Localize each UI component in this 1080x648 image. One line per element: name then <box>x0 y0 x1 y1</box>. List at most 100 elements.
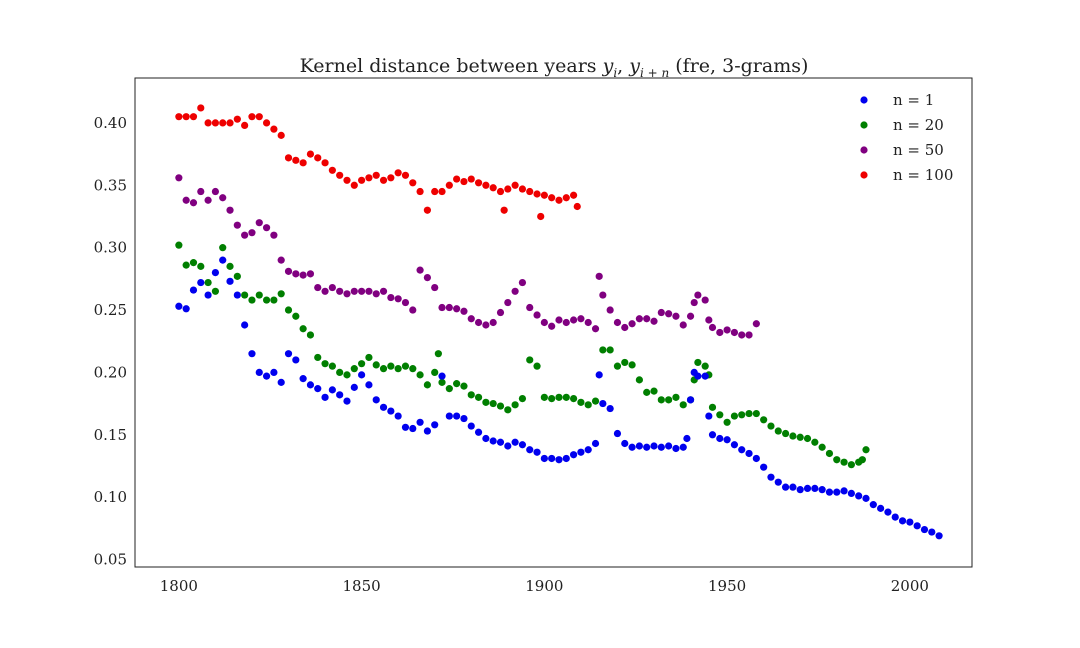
data-point <box>372 171 380 179</box>
data-point <box>833 456 841 464</box>
data-point <box>730 412 739 420</box>
data-point <box>292 356 300 364</box>
data-point <box>482 321 490 329</box>
y-tick-label: 0.25 <box>94 301 127 319</box>
data-point <box>504 185 512 193</box>
x-tick-label: 1950 <box>708 577 746 595</box>
data-point <box>219 119 227 127</box>
data-point <box>299 325 307 333</box>
data-point <box>262 224 271 232</box>
data-point <box>694 372 702 380</box>
data-point <box>211 187 220 196</box>
data-point <box>453 380 461 388</box>
data-point <box>350 181 358 189</box>
data-point <box>672 393 680 401</box>
data-point <box>533 448 541 456</box>
data-point <box>438 378 446 386</box>
data-point <box>840 487 848 495</box>
series-1 <box>175 256 943 540</box>
data-point <box>197 187 205 196</box>
data-point <box>752 454 760 463</box>
data-point <box>847 489 855 497</box>
data-point <box>672 444 680 453</box>
data-point <box>686 312 695 320</box>
data-point <box>182 113 190 121</box>
data-point <box>255 219 263 227</box>
data-point <box>182 261 190 269</box>
data-point <box>562 393 570 401</box>
data-point <box>591 397 600 405</box>
data-point <box>175 174 183 182</box>
data-point <box>570 316 578 324</box>
data-point <box>255 368 263 376</box>
data-point <box>613 429 622 438</box>
data-point <box>233 272 241 280</box>
data-point <box>255 113 263 121</box>
data-point <box>701 296 709 304</box>
data-point <box>760 416 768 424</box>
data-point <box>679 321 687 329</box>
data-point <box>262 296 271 304</box>
data-point <box>372 361 380 369</box>
data-point <box>387 407 395 415</box>
data-point <box>745 331 753 339</box>
y-tick-label: 0.05 <box>94 551 127 569</box>
data-point <box>781 429 790 438</box>
data-point <box>394 295 402 303</box>
data-point <box>584 446 592 454</box>
data-point <box>584 401 592 409</box>
data-point <box>613 362 622 370</box>
data-point <box>833 488 841 496</box>
data-point <box>270 231 278 239</box>
data-point <box>175 113 183 121</box>
data-point <box>379 365 388 373</box>
data-point <box>306 381 315 389</box>
data-point <box>358 287 366 295</box>
data-point <box>570 451 578 459</box>
data-point <box>745 409 753 418</box>
legend-item: n = 100 <box>860 166 953 184</box>
data-point <box>314 154 322 162</box>
data-point <box>555 456 563 464</box>
data-point <box>716 411 724 419</box>
legend-label: n = 20 <box>893 116 944 134</box>
data-point <box>716 434 724 443</box>
data-point <box>555 316 563 324</box>
data-point <box>262 119 271 127</box>
data-point <box>233 115 241 123</box>
data-point <box>708 431 717 439</box>
data-point <box>321 287 329 295</box>
data-point <box>621 358 629 367</box>
data-point <box>511 287 519 295</box>
data-point <box>884 508 892 516</box>
data-point <box>350 383 358 391</box>
y-tick-label: 0.20 <box>94 363 127 381</box>
data-point <box>803 484 812 493</box>
data-point <box>453 305 461 313</box>
data-point <box>306 150 315 158</box>
data-point <box>504 406 512 414</box>
data-point <box>913 522 921 530</box>
data-point <box>328 386 336 394</box>
data-point <box>591 325 600 333</box>
data-point <box>825 488 834 496</box>
data-point <box>548 194 556 202</box>
data-point <box>496 187 505 196</box>
legend-item: n = 50 <box>860 141 944 159</box>
data-point <box>745 449 753 458</box>
data-point <box>445 303 453 312</box>
data-point <box>434 350 442 358</box>
data-point <box>467 391 475 399</box>
data-point <box>431 187 439 196</box>
data-point <box>189 199 198 207</box>
data-point <box>423 427 431 435</box>
data-point <box>445 181 453 189</box>
data-point <box>379 287 388 295</box>
data-point <box>438 372 446 380</box>
data-point <box>796 433 804 441</box>
data-point <box>350 365 358 373</box>
data-point <box>306 270 315 278</box>
data-point <box>526 187 534 196</box>
data-point <box>306 331 315 339</box>
